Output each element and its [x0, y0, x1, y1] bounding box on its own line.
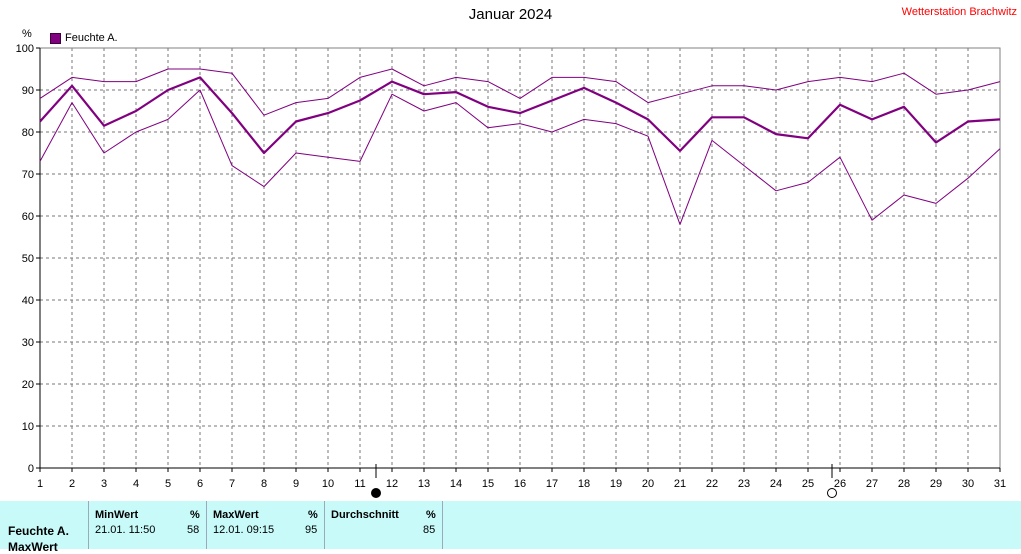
y-tick-label: 100 [16, 43, 34, 55]
new-moon-icon [371, 488, 381, 498]
x-tick-label: 6 [197, 478, 203, 490]
avg-unit: % [426, 509, 436, 521]
y-axis-unit: % [22, 28, 32, 40]
avg-cell: Durchschnitt % 85 [324, 501, 443, 549]
max-datetime: 12.01. 09:15 [213, 524, 275, 536]
x-tick-label: 14 [450, 478, 462, 490]
x-tick-label: 17 [546, 478, 558, 490]
max-value: 95 [305, 524, 318, 536]
y-tick-label: 60 [22, 211, 34, 223]
x-tick-label: 28 [898, 478, 910, 490]
x-tick-label: 5 [165, 478, 171, 490]
y-tick-label: 80 [22, 127, 34, 139]
x-tick-label: 10 [322, 478, 334, 490]
x-tick-label: 23 [738, 478, 750, 490]
y-tick-label: 70 [22, 169, 34, 181]
x-tick-label: 16 [514, 478, 526, 490]
avg-header: Durchschnitt [331, 509, 399, 521]
x-tick-label: 26 [834, 478, 846, 490]
stats-row-label: Feuchte A. [8, 524, 69, 538]
x-tick-label: 25 [802, 478, 814, 490]
max-unit: % [308, 509, 318, 521]
x-tick-label: 24 [770, 478, 782, 490]
y-tick-label: 40 [22, 295, 34, 307]
y-tick-label: 0 [28, 463, 34, 475]
x-tick-label: 29 [930, 478, 942, 490]
y-tick-label: 30 [22, 337, 34, 349]
x-tick-label: 12 [386, 478, 398, 490]
legend: Feuchte A. [50, 32, 118, 44]
series-line-1 [39, 68, 1001, 116]
x-tick-label: 18 [578, 478, 590, 490]
x-tick-label: 2 [69, 478, 75, 490]
min-cell: MinWert % 21.01. 11:50 58 [88, 501, 206, 549]
stats-row-label-2: MaxWert [8, 540, 58, 554]
y-tick-label: 20 [22, 379, 34, 391]
x-tick-label: 1 [37, 478, 43, 490]
min-unit: % [190, 509, 200, 521]
min-header: MinWert [95, 509, 139, 521]
legend-swatch [50, 32, 61, 44]
y-tick-label: 10 [22, 421, 34, 433]
max-cell: MaxWert % 12.01. 09:15 95 [206, 501, 324, 549]
x-tick-label: 13 [418, 478, 430, 490]
stats-panel: Feuchte A. MaxWert MinWert % 21.01. 11:5… [0, 501, 1021, 554]
min-value: 58 [187, 524, 200, 536]
series-line-0 [39, 76, 1001, 155]
min-datetime: 21.01. 11:50 [95, 524, 156, 536]
x-tick-label: 8 [261, 478, 267, 490]
x-tick-label: 11 [354, 478, 365, 490]
legend-label: Feuchte A. [65, 32, 118, 44]
chart-title: Januar 2024 [468, 6, 553, 23]
x-tick-label: 20 [642, 478, 654, 490]
series-line-2 [39, 89, 1001, 225]
full-moon-icon [827, 488, 837, 498]
x-tick-label: 3 [101, 478, 107, 490]
y-tick-label: 50 [22, 253, 34, 265]
x-tick-label: 15 [482, 478, 494, 490]
x-tick-label: 30 [962, 478, 974, 490]
x-tick-label: 4 [133, 478, 139, 490]
x-tick-label: 27 [866, 478, 878, 490]
x-tick-label: 9 [293, 478, 299, 490]
x-tick-label: 7 [229, 478, 235, 490]
station-name: Wetterstation Brachwitz [901, 6, 1017, 18]
avg-value: 85 [423, 524, 436, 536]
x-tick-label: 19 [610, 478, 622, 490]
y-tick-label: 90 [22, 85, 34, 97]
x-tick-label: 22 [706, 478, 718, 490]
x-tick-label: 31 [994, 478, 1006, 490]
x-tick-label: 21 [674, 478, 686, 490]
max-header: MaxWert [213, 509, 259, 521]
